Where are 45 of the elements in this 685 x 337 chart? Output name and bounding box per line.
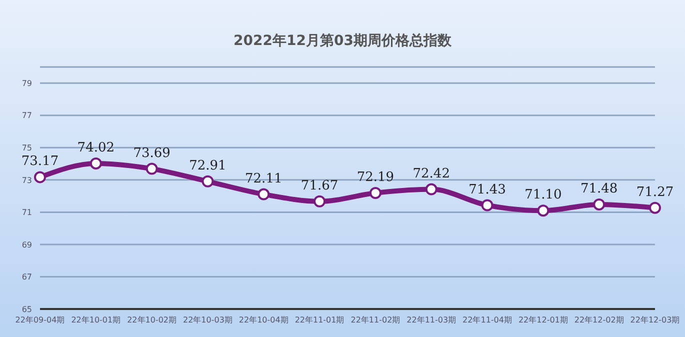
point bbox=[425, 183, 438, 196]
x-tick-label: 22年10-01期 bbox=[71, 316, 121, 325]
data-label: 71.27 bbox=[636, 184, 674, 200]
point bbox=[34, 171, 46, 184]
point bbox=[369, 187, 382, 199]
y-tick-label: 65 bbox=[22, 304, 32, 314]
y-tick-label: 69 bbox=[22, 240, 32, 250]
point bbox=[146, 162, 158, 175]
point bbox=[481, 199, 494, 212]
y-tick-label: 75 bbox=[22, 144, 32, 153]
y-tick-label: 73 bbox=[22, 176, 32, 185]
x-tick-label: 22年11-01期 bbox=[294, 316, 344, 325]
x-tick-label: 22年12-01期 bbox=[518, 316, 568, 325]
x-tick-label: 22年12-03期 bbox=[630, 316, 680, 325]
x-tick-label: 22年12-02期 bbox=[574, 316, 624, 325]
chart-title: 2022年12月第03期周价格总指数 bbox=[232, 32, 452, 50]
x-tick-label: 22年09-04期 bbox=[15, 316, 65, 325]
data-label: 72.11 bbox=[245, 171, 282, 186]
point bbox=[202, 175, 214, 188]
data-label: 74.02 bbox=[77, 140, 115, 156]
data-label: 71.10 bbox=[524, 188, 562, 203]
x-tick-label: 22年10-03期 bbox=[183, 316, 232, 325]
point bbox=[90, 157, 102, 170]
point bbox=[258, 188, 270, 200]
y-tick-label: 67 bbox=[22, 272, 32, 282]
data-label: 71.48 bbox=[580, 181, 618, 196]
y-tick-label: 71 bbox=[22, 208, 32, 218]
y-tick-label: 79 bbox=[22, 78, 32, 88]
data-label: 72.42 bbox=[412, 166, 450, 182]
data-label: 73.69 bbox=[133, 146, 170, 161]
point bbox=[593, 198, 606, 210]
x-tick-label: 22年10-02期 bbox=[127, 316, 177, 325]
x-tick-label: 22年11-03期 bbox=[406, 316, 456, 325]
data-label: 72.91 bbox=[189, 158, 226, 174]
x-tick-label: 22年11-02期 bbox=[350, 316, 400, 325]
data-label: 72.19 bbox=[356, 170, 394, 185]
data-label: 71.67 bbox=[300, 178, 338, 194]
x-tick-label: 22年11-04期 bbox=[462, 316, 512, 325]
point bbox=[649, 202, 661, 214]
data-label: 73.17 bbox=[21, 154, 59, 170]
data-label: 71.43 bbox=[468, 182, 506, 198]
point bbox=[537, 204, 550, 217]
x-tick-label: 22年10-04期 bbox=[238, 316, 288, 325]
point bbox=[314, 195, 326, 208]
y-tick-label: 77 bbox=[22, 111, 32, 120]
